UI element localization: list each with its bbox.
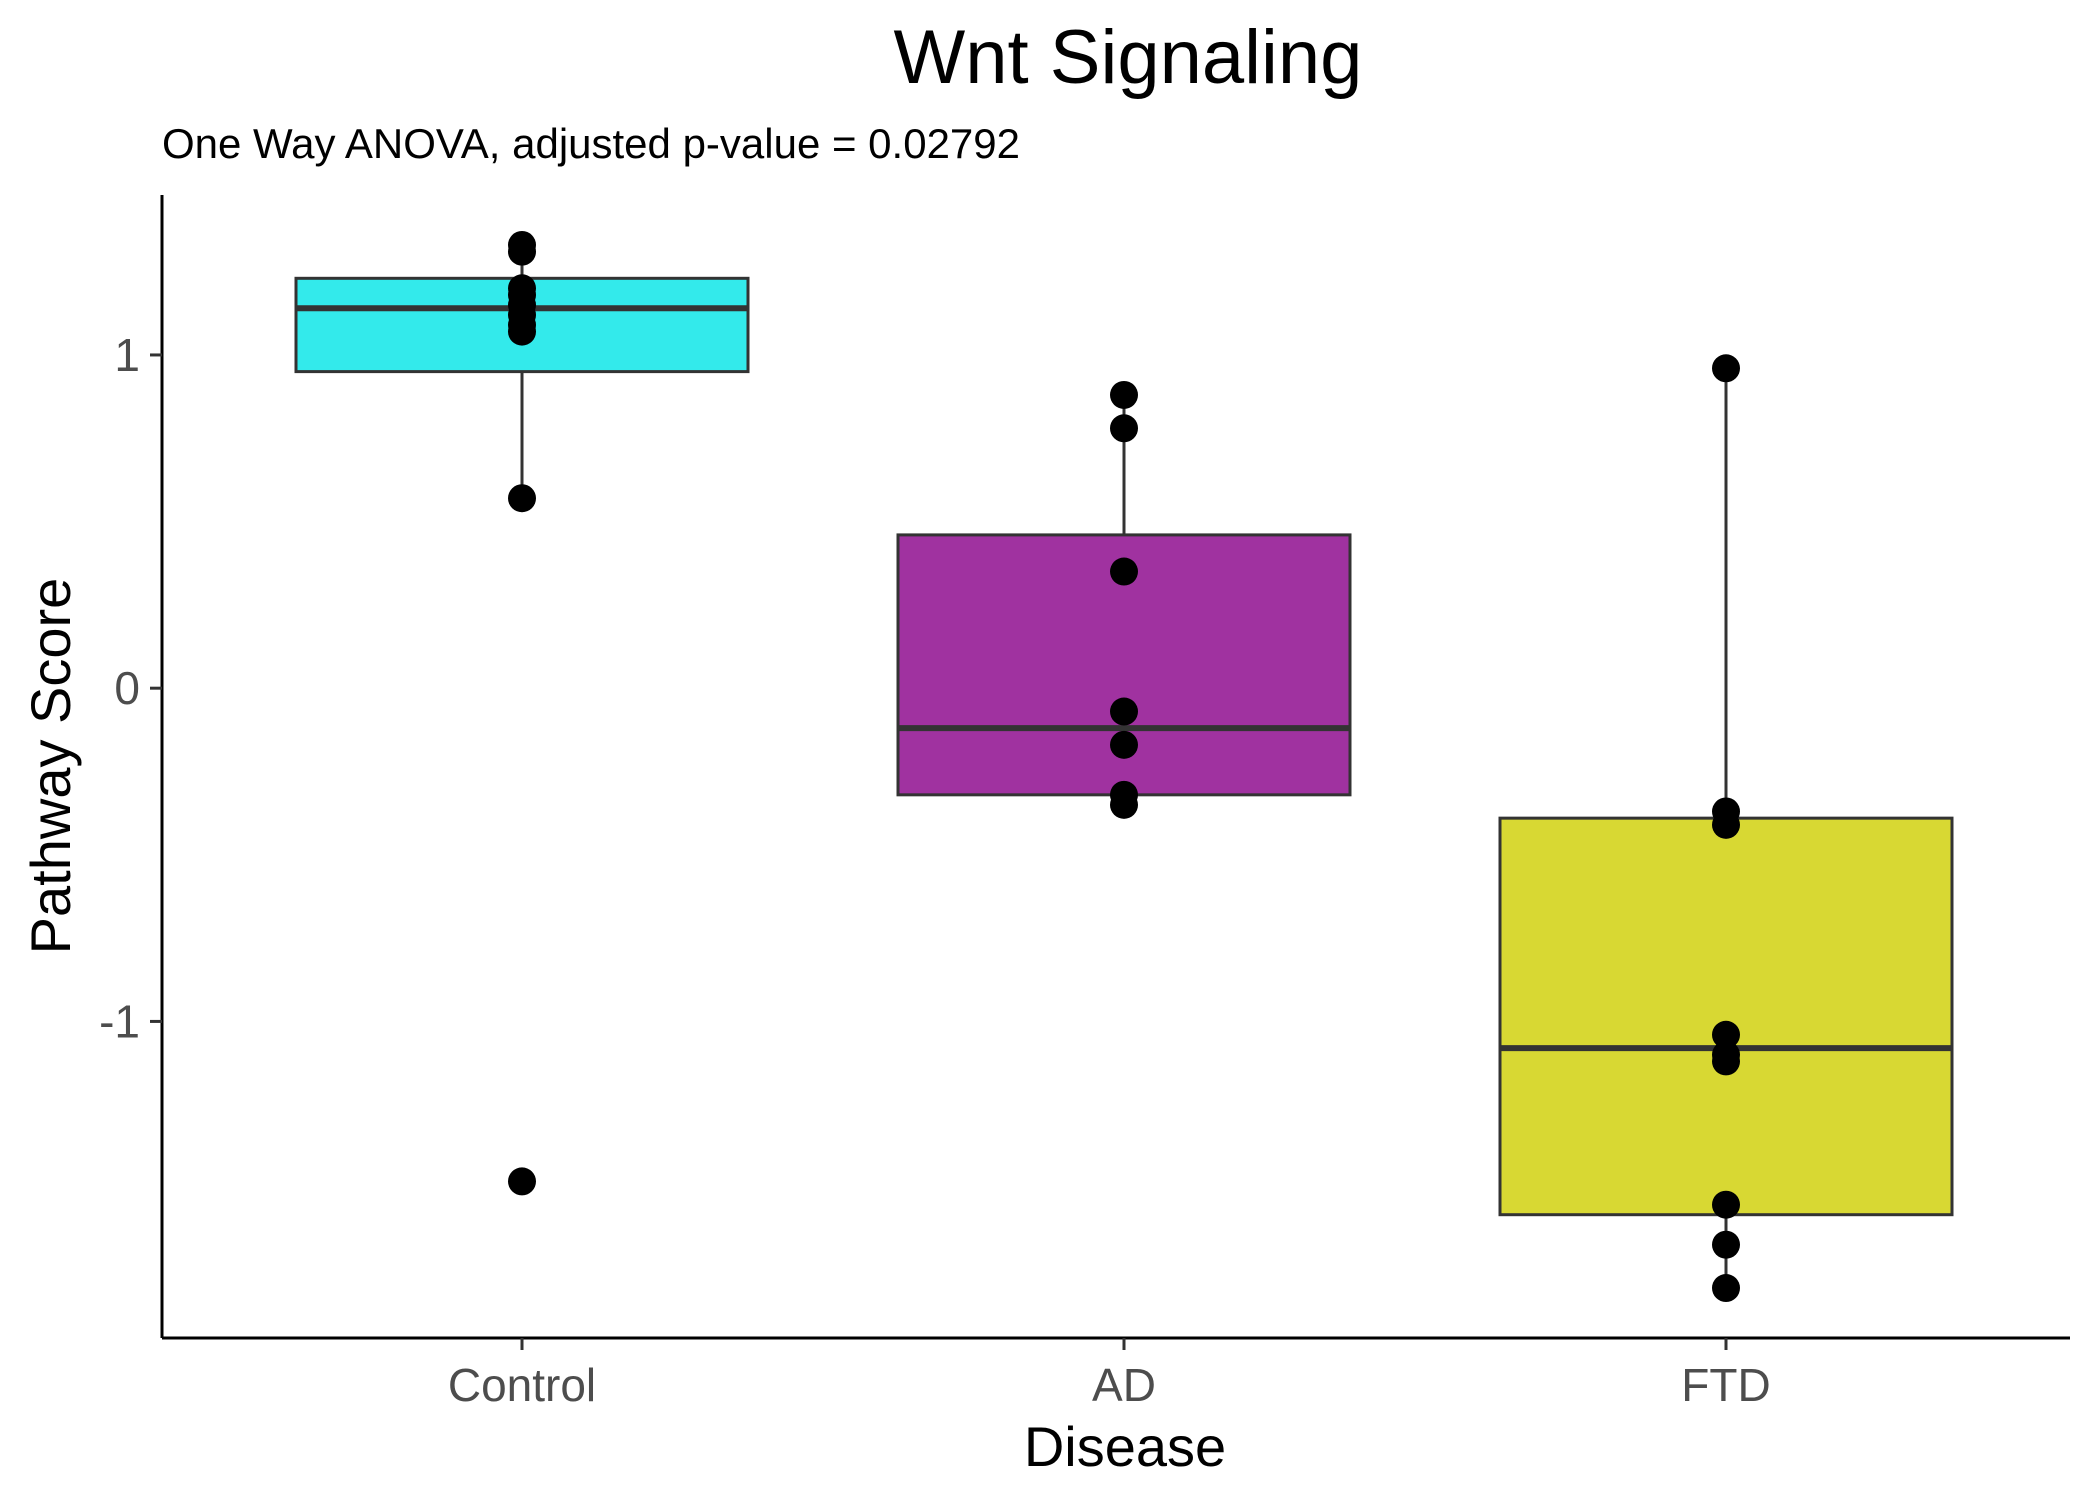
box-group-control [296,231,748,1195]
data-point-ftd-8 [1712,1231,1740,1259]
data-point-ftd-1 [1712,354,1740,382]
y-tick-label-0: 1 [114,329,140,381]
data-point-control-9 [508,484,536,512]
plot-panel [296,231,1952,1302]
box-ftd [1500,818,1952,1215]
x-tick-label-ftd: FTD [1681,1359,1770,1411]
x-axis-title: Disease [1024,1415,1226,1478]
data-point-ad-7 [1110,791,1138,819]
data-point-ad-2 [1110,414,1138,442]
y-tick-label-1: 0 [114,662,140,714]
data-point-control-2 [508,238,536,266]
data-point-ftd-7 [1712,1191,1740,1219]
data-point-ftd-9 [1712,1274,1740,1302]
box-group-ad [898,381,1350,819]
chart-subtitle: One Way ANOVA, adjusted p-value = 0.0279… [162,120,1020,167]
y-axis-title: Pathway Score [19,578,82,955]
data-point-ad-3 [1110,558,1138,586]
data-point-ftd-3 [1712,811,1740,839]
data-point-control-10 [508,1167,536,1195]
data-point-control-8 [508,318,536,346]
x-tick-label-control: Control [448,1359,596,1411]
data-point-ad-4 [1110,698,1138,726]
chart-title: Wnt Signaling [894,15,1363,100]
y-tick-label-2: -1 [99,995,140,1047]
data-point-ftd-6 [1712,1047,1740,1075]
data-point-ad-1 [1110,381,1138,409]
box-group-ftd [1500,354,1952,1302]
x-tick-label-ad: AD [1092,1359,1156,1411]
data-point-ad-5 [1110,731,1138,759]
